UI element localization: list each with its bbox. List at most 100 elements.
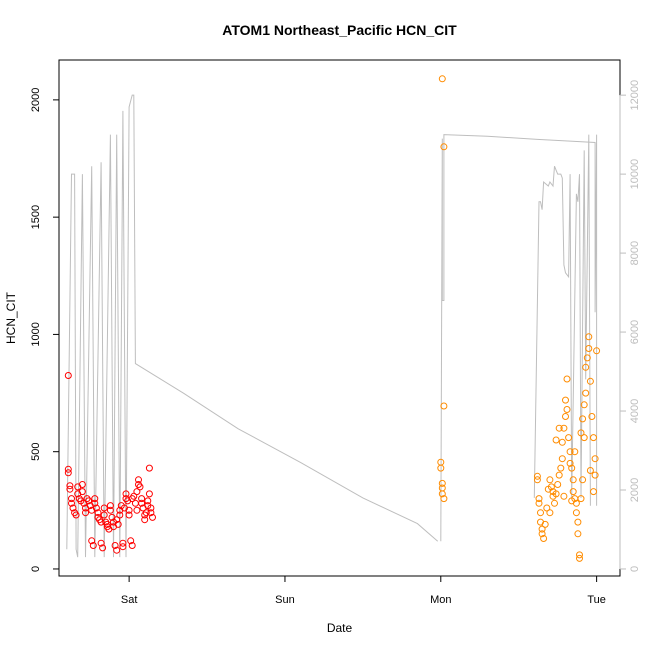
point-s1-66 (133, 488, 141, 496)
point-s1-5 (68, 495, 75, 503)
point-s2-54 (583, 354, 591, 362)
y2-axis: 0 2000 4000 6000 8000 10000 12000 (619, 80, 641, 572)
point-s1-4 (66, 485, 74, 493)
point-s2-49 (577, 429, 585, 437)
point-s1-27 (92, 504, 100, 512)
point-s2-44 (574, 518, 582, 526)
point-s1-63 (130, 492, 138, 500)
point-s2-55 (585, 345, 593, 352)
y-tick-label-1: 500 (30, 443, 42, 461)
point-s2-43 (572, 509, 580, 517)
y-tick-label-0: 0 (30, 566, 42, 572)
point-s1-40 (106, 502, 114, 510)
x-axis: Sat Sun Mon Tue (121, 575, 606, 606)
point-s2-4 (437, 464, 445, 472)
y2-tick-label-3: 6000 (629, 320, 641, 344)
point-s1-26 (91, 499, 99, 507)
point-s2-68 (546, 509, 554, 517)
point-s2-26 (554, 481, 562, 488)
point-s1-64 (131, 499, 139, 507)
point-s2-21 (546, 476, 554, 484)
point-s2-12 (535, 499, 543, 507)
point-s2-35 (563, 406, 571, 413)
point-s2-52 (582, 389, 590, 397)
y-axis-label: HCN_CIT (4, 291, 18, 344)
point-s1-81 (147, 509, 155, 517)
point-s2-8 (440, 495, 448, 503)
point-s1-71 (138, 499, 146, 507)
point-s2-59 (590, 434, 597, 442)
point-s2-7 (438, 490, 446, 498)
point-s2-38 (568, 464, 576, 472)
point-s1-69 (136, 483, 144, 491)
point-s2-11 (535, 495, 543, 503)
point-s1-47 (113, 516, 121, 524)
point-s1-32 (97, 539, 105, 547)
point-s2-22 (547, 483, 555, 491)
secondary-line-segment-0 (66, 94, 439, 558)
point-s1-65 (133, 506, 141, 514)
point-s2-19 (543, 504, 551, 512)
point-s1-3 (66, 482, 74, 490)
point-s1-53 (119, 543, 127, 551)
point-s2-10 (533, 476, 541, 484)
point-s2-62 (593, 347, 601, 355)
point-s2-34 (563, 375, 571, 383)
point-s1-20 (85, 497, 93, 505)
point-s1-59 (125, 511, 133, 519)
point-s1-75 (142, 509, 150, 517)
point-s1-18 (82, 509, 89, 517)
point-s2-46 (576, 551, 583, 559)
point-s1-0 (64, 372, 72, 379)
point-s1-33 (99, 544, 107, 552)
point-s2-60 (591, 455, 599, 463)
y2-tick-label-2: 4000 (629, 399, 641, 423)
point-s2-13 (537, 509, 544, 517)
y-tick-label-2: 1000 (30, 322, 42, 346)
point-s1-74 (141, 516, 149, 524)
point-s2-1 (440, 143, 448, 151)
point-s1-82 (149, 513, 156, 521)
y-tick-label-3: 1500 (30, 205, 42, 229)
point-s2-57 (586, 377, 594, 385)
point-s2-48 (577, 495, 585, 503)
point-s1-37 (103, 520, 111, 528)
point-s2-15 (538, 525, 546, 533)
point-s2-67 (580, 434, 588, 442)
point-s2-72 (579, 476, 587, 484)
point-s1-78 (145, 490, 153, 498)
x-tick-label-0: Sat (121, 594, 138, 606)
data-points (64, 75, 601, 562)
point-s2-9 (533, 472, 541, 480)
point-s2-51 (580, 401, 588, 409)
point-s2-37 (566, 448, 574, 456)
point-s2-36 (565, 434, 573, 442)
y2-tick-label-6: 12000 (629, 80, 641, 111)
point-s2-66 (571, 448, 579, 456)
point-s1-46 (113, 546, 121, 554)
y-tick-label-4: 2000 (30, 88, 42, 112)
point-s1-7 (69, 504, 77, 512)
point-s2-33 (562, 396, 569, 404)
point-s2-63 (552, 436, 560, 444)
point-s1-67 (135, 476, 142, 484)
point-s1-14 (78, 481, 86, 488)
secondary-line (66, 94, 598, 558)
point-s2-40 (569, 488, 577, 496)
point-s2-39 (569, 476, 577, 484)
point-s1-48 (114, 520, 122, 528)
point-s1-80 (147, 504, 155, 512)
point-s2-28 (557, 464, 565, 472)
point-s1-31 (97, 518, 105, 526)
point-s1-45 (111, 542, 119, 549)
point-s2-0 (438, 75, 446, 83)
point-s2-56 (585, 333, 593, 341)
point-s1-56 (122, 490, 130, 498)
point-s1-58 (125, 506, 133, 514)
point-s2-65 (566, 459, 574, 467)
point-s2-31 (560, 424, 568, 432)
point-s2-30 (558, 438, 566, 446)
point-s2-32 (562, 413, 569, 420)
point-s2-61 (591, 471, 599, 479)
point-s2-69 (549, 488, 557, 496)
